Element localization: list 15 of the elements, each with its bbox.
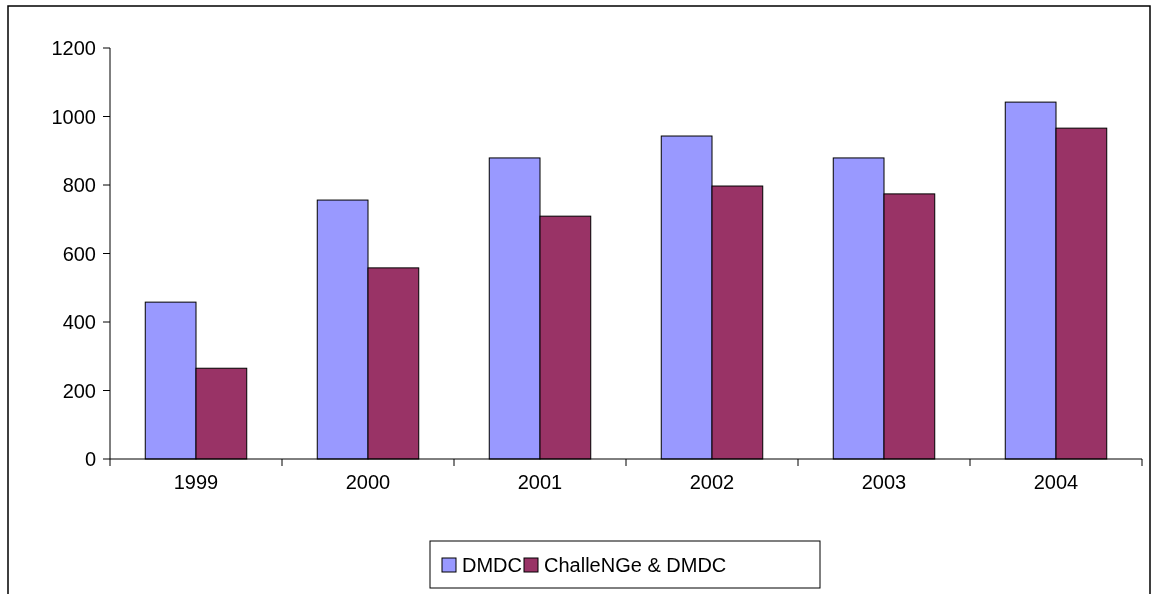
x-tick-label: 2003 [861, 471, 907, 493]
x-tick-label: 2001 [517, 471, 563, 493]
y-tick-label: 400 [62, 311, 96, 333]
y-tick-label: 1000 [51, 105, 96, 128]
y-tick-label: 200 [62, 379, 96, 402]
y-tick-label: 800 [62, 174, 96, 196]
x-tick-label: 2002 [689, 471, 735, 493]
x-tick-label: 2004 [1033, 471, 1079, 493]
x-tick-label: 2000 [345, 471, 391, 493]
y-tick-label: 1200 [51, 37, 96, 59]
legend-label: DMDC [462, 554, 522, 576]
y-tick-label: 0 [84, 448, 96, 470]
legend-label: ChalleNGe & DMDC [544, 554, 727, 576]
y-tick-label: 600 [62, 242, 96, 265]
x-tick-label: 1999 [173, 471, 219, 493]
